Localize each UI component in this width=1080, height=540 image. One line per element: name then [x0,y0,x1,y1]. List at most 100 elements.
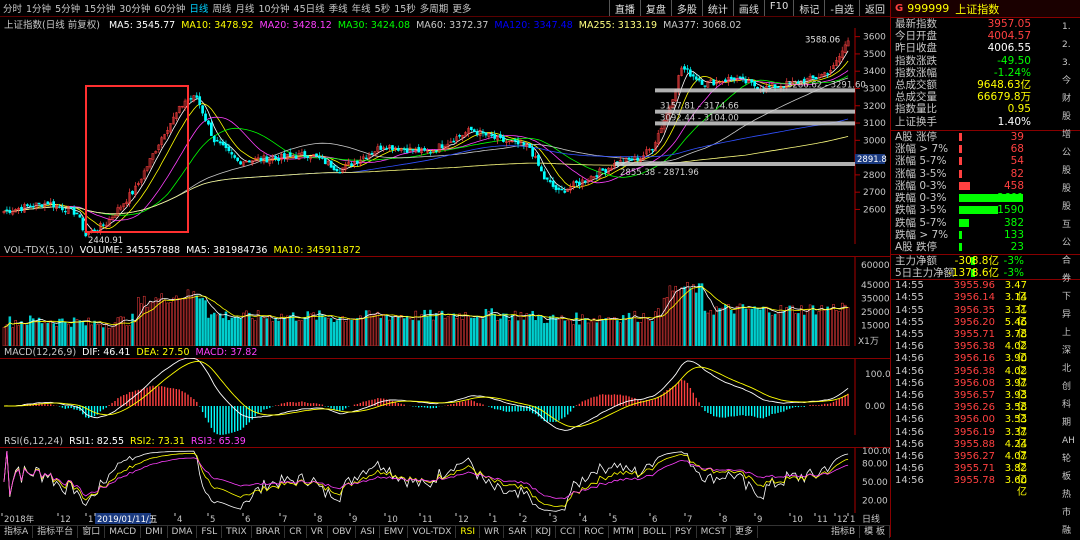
toolbar-button-2[interactable]: 多股 [670,0,702,16]
side-tab-17[interactable]: 上 [1062,328,1072,338]
distribution-row-4[interactable]: 涨幅 0-3% 458 [891,180,1080,192]
period-tab-0[interactable]: 分时 [3,4,23,15]
side-tab-2[interactable]: 3. [1062,58,1071,68]
indicator-tab-4[interactable]: DMI [141,526,168,538]
side-tab-6[interactable]: 增 [1062,130,1072,140]
indicator-tab-15[interactable]: RSI [456,526,481,538]
indicator-tab-22[interactable]: BOLL [639,526,672,538]
side-tab-27[interactable]: 市 [1062,508,1072,518]
indicator-tab-0[interactable]: 指标A [0,526,34,538]
side-tab-21[interactable]: 科 [1062,400,1072,410]
indicator-tab-8[interactable]: BRAR [252,526,286,538]
period-tab-13[interactable]: 5秒 [374,4,391,15]
toolbar-button-8[interactable]: 返回 [859,0,890,16]
indicator-tab-19[interactable]: CCI [556,526,581,538]
distribution-row-3[interactable]: 涨幅 3-5% 82 [891,168,1080,180]
side-tab-13[interactable]: 合 [1062,256,1072,266]
side-tab-11[interactable]: 互 [1062,220,1072,230]
indicator-tab-11[interactable]: OBV [328,526,357,538]
indicator-tab-13[interactable]: EMV [380,526,409,538]
indicator-tab-5[interactable]: DMA [168,526,198,538]
quote-header[interactable]: G 999999 上证指数 [891,0,1080,18]
side-tab-7[interactable]: 公 [1062,148,1072,158]
period-tab-3[interactable]: 15分钟 [84,4,116,15]
side-tab-23[interactable]: AH [1062,436,1075,446]
rsi-chart[interactable]: 100.00 80.00 50.00 20.00 [0,447,890,513]
period-tab-6[interactable]: 日线 [189,4,209,15]
distribution-row-6[interactable]: 跌幅 3-5% 1590 [891,204,1080,216]
toolbar-button-7[interactable]: -自选 [824,0,859,16]
kline-chart[interactable]: 3600350034003300320031003000290028002700… [0,28,890,244]
side-tab-25[interactable]: 板 [1062,472,1072,482]
indicator-tab-2[interactable]: 窗口 [78,526,106,538]
distribution-row-8[interactable]: 跌幅 > 7% 133 [891,229,1080,241]
period-tab-12[interactable]: 年线 [351,4,371,15]
side-tab-18[interactable]: 深 [1062,346,1072,356]
side-tab-26[interactable]: 热 [1062,490,1072,500]
period-tab-7[interactable]: 周线 [212,4,232,15]
side-tab-15[interactable]: 下 [1062,292,1072,302]
side-tab-28[interactable]: 融 [1062,526,1072,536]
period-tab-1[interactable]: 1分钟 [26,4,52,15]
period-tab-10[interactable]: 45日线 [293,4,325,15]
side-tab-8[interactable]: 股 [1062,166,1072,176]
side-tab-3[interactable]: 今 [1062,76,1072,86]
macd-chart[interactable]: 100.0 0.00 [0,358,890,435]
side-tab-16[interactable]: 异 [1062,310,1072,320]
toolbar-button-6[interactable]: 标记 [793,0,824,16]
distribution-row-7[interactable]: 跌幅 5-7% 382 [891,217,1080,229]
distribution-row-9[interactable]: A股 跌停 23 [891,241,1080,253]
period-tab-16[interactable]: 更多 [452,4,472,15]
side-tab-20[interactable]: 创 [1062,382,1072,392]
period-tab-9[interactable]: 10分钟 [258,4,290,15]
side-tab-0[interactable]: 1. [1062,22,1071,32]
indicator-tab-17[interactable]: SAR [504,526,532,538]
indicator-tab-10[interactable]: VR [307,526,329,538]
side-tab-5[interactable]: 股 [1062,112,1072,122]
indicator-tab-24[interactable]: MCST [697,526,731,538]
period-tab-4[interactable]: 30分钟 [119,4,151,15]
tick-list[interactable]: 14:55 3955.96 3.47亿 14:55 3956.14 3.14亿 14:55 3… [891,279,1080,498]
side-tab-14[interactable]: 券 [1062,274,1072,284]
indicator-tab-1[interactable]: 指标平台 [33,526,79,538]
side-tab-12[interactable]: 公 [1062,238,1072,248]
distribution-row-1[interactable]: 涨幅 > 7% 68 [891,143,1080,155]
period-tab-2[interactable]: 5分钟 [55,4,81,15]
period-tab-11[interactable]: 季线 [328,4,348,15]
indicator-tab-12[interactable]: ASI [356,526,380,538]
selection-box[interactable] [85,85,189,233]
toolbar-button-0[interactable]: 直播 [608,0,640,16]
side-tab-19[interactable]: 北 [1062,364,1072,374]
distribution-row-0[interactable]: A股 涨停 39 [891,131,1080,143]
period-tab-15[interactable]: 多周期 [419,4,449,15]
volume-chart[interactable]: 60000 45000 35000 25000 15000 X1万 [0,256,890,346]
toolbar-button-4[interactable]: 画线 [732,0,764,16]
indicator-tab-7[interactable]: TRIX [222,526,252,538]
indicator-tab-6[interactable]: FSL [197,526,223,538]
toolbar-button-3[interactable]: 统计 [701,0,733,16]
indicator-tab-21[interactable]: MTM [609,526,639,538]
side-tab-22[interactable]: 期 [1062,418,1072,428]
indicator-tab-16[interactable]: WR [480,526,505,538]
period-tab-14[interactable]: 15秒 [394,4,416,15]
side-tab-10[interactable]: 股 [1062,202,1072,212]
distribution-row-5[interactable]: 跌幅 0-3% 2601 [891,192,1080,204]
bottom-right-button-0[interactable]: 指标B [827,526,861,538]
side-tab-1[interactable]: 2. [1062,40,1071,50]
toolbar-button-1[interactable]: 复盘 [639,0,671,16]
indicator-tab-20[interactable]: ROC [580,526,609,538]
indicator-tab-9[interactable]: CR [285,526,307,538]
indicator-tab-14[interactable]: VOL-TDX [408,526,457,538]
indicator-tab-3[interactable]: MACD [105,526,142,538]
side-tab-4[interactable]: 财 [1062,94,1072,104]
indicator-tab-18[interactable]: KDJ [532,526,556,538]
side-tab-24[interactable]: 轮 [1062,454,1072,464]
bottom-right-button-1[interactable]: 模 板 [860,526,890,538]
indicator-tab-25[interactable]: 更多 [731,526,758,538]
period-tab-5[interactable]: 60分钟 [154,4,186,15]
indicator-tab-23[interactable]: PSY [671,526,697,538]
side-tab-9[interactable]: 股 [1062,184,1072,194]
toolbar-button-5[interactable]: F10 [763,0,793,16]
period-tab-8[interactable]: 月线 [235,4,255,15]
distribution-row-2[interactable]: 涨幅 5-7% 54 [891,155,1080,167]
